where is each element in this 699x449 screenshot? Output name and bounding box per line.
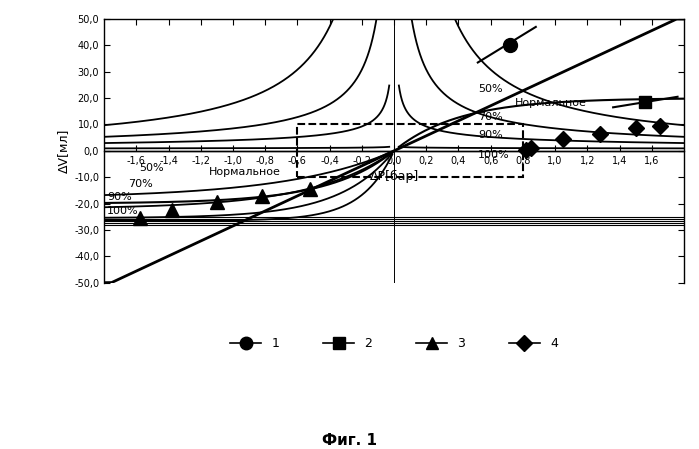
Text: Нормальное: Нормальное: [209, 167, 281, 177]
X-axis label: ΔP[бар]: ΔP[бар]: [369, 170, 419, 183]
Text: 50%: 50%: [478, 84, 503, 94]
Text: 50%: 50%: [140, 163, 164, 173]
Y-axis label: ΔV[мл]: ΔV[мл]: [57, 128, 70, 173]
Legend: 1, 2, 3, 4: 1, 2, 3, 4: [225, 333, 563, 356]
Text: 90%: 90%: [478, 130, 503, 140]
Text: Фиг. 1: Фиг. 1: [322, 432, 377, 448]
Text: 70%: 70%: [478, 111, 503, 122]
Text: 100%: 100%: [478, 150, 510, 160]
Bar: [297, 124, 523, 177]
Text: 70%: 70%: [128, 179, 153, 189]
Text: 90%: 90%: [108, 192, 132, 202]
Text: Нормальное: Нормальное: [515, 98, 586, 108]
Text: 100%: 100%: [108, 207, 139, 216]
